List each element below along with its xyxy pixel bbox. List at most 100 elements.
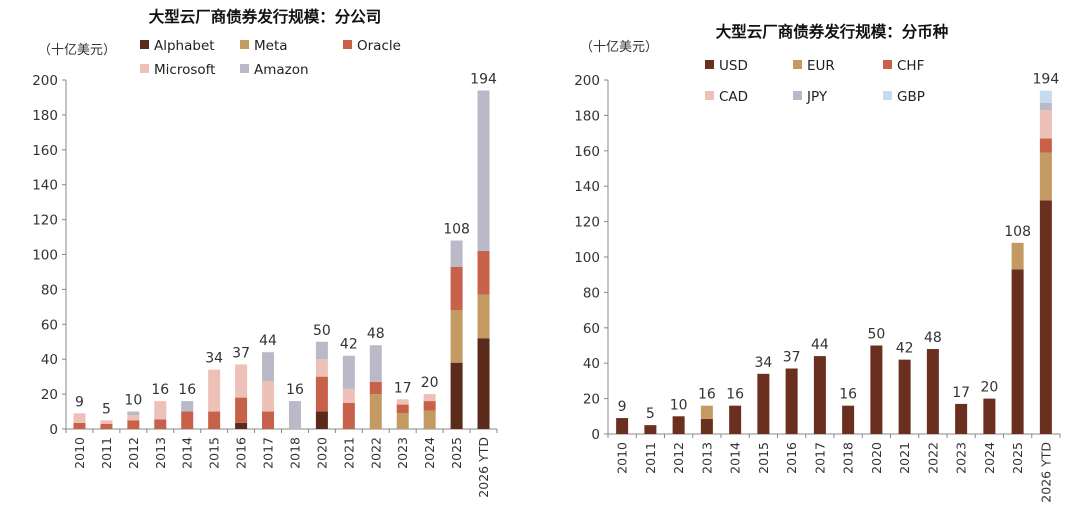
currency-bar-chf: [1039, 138, 1052, 153]
company-bar-meta: [450, 310, 463, 363]
currency-total-label: 37: [783, 350, 801, 366]
company-bar-oracle: [235, 397, 248, 423]
company-bar-amazon: [127, 411, 140, 416]
company-total-label: 5: [102, 401, 111, 417]
company-total-label: 17: [394, 380, 412, 396]
currency-bar-usd: [1039, 200, 1052, 434]
currency-total-label: 16: [839, 387, 857, 403]
currency-bar-usd: [1011, 269, 1024, 434]
company-total-label: 16: [178, 382, 196, 398]
company-bar-amazon: [288, 401, 301, 429]
company-bar-microsoft: [396, 399, 409, 405]
currency-total-label: 17: [952, 385, 970, 401]
company-total-label: 10: [124, 393, 142, 409]
currency-total-label: 16: [698, 387, 716, 403]
company-bar-microsoft: [423, 394, 436, 402]
currency-y-unit-label: （十亿美元）: [580, 40, 658, 55]
currency-y-tick-label: 120: [574, 215, 600, 231]
currency-legend-label-chf: CHF: [897, 58, 924, 74]
currency-chart-title: 大型云厂商债券发行规模：分币种: [716, 22, 949, 41]
currency-x-tick-label: 2010: [615, 442, 630, 474]
company-bar-amazon: [315, 341, 328, 360]
company-bar-amazon: [450, 240, 463, 267]
company-bar-oracle: [127, 420, 140, 429]
company-bar-microsoft: [262, 381, 275, 412]
company-total-label: 16: [151, 382, 169, 398]
company-bar-amazon: [181, 401, 194, 412]
currency-x-tick-label: 2026 YTD: [1038, 442, 1053, 503]
currency-bar-usd: [983, 398, 996, 434]
currency-y-tick-label: 80: [583, 285, 600, 301]
currency-total-label: 34: [754, 355, 772, 371]
currency-total-label: 20: [980, 380, 998, 396]
company-bar-microsoft: [127, 415, 140, 421]
currency-y-tick-label: 60: [583, 321, 600, 337]
company-bar-microsoft: [315, 359, 328, 377]
currency-y-tick-label: 200: [574, 73, 600, 89]
currency-bar-jpy: [1039, 103, 1052, 111]
currency-x-tick-label: 2023: [954, 442, 969, 474]
company-legend-swatch-alphabet: [140, 40, 149, 49]
company-bar-oracle: [181, 411, 194, 429]
company-bar-meta: [396, 413, 409, 429]
company-total-label: 44: [259, 333, 277, 349]
company-bar-oracle: [477, 251, 490, 295]
currency-bar-cad: [1039, 110, 1052, 139]
company-bar-oracle: [450, 266, 463, 311]
company-bar-meta: [423, 410, 436, 429]
currency-legend-swatch-chf: [883, 60, 892, 69]
currency-y-tick-label: 100: [574, 250, 600, 266]
company-y-tick-label: 140: [32, 178, 58, 194]
company-y-tick-label: 120: [32, 213, 58, 229]
company-total-label: 9: [75, 394, 84, 410]
currency-total-label: 50: [867, 327, 885, 343]
currency-bar-usd: [870, 345, 883, 434]
company-bar-oracle: [262, 411, 275, 429]
company-x-tick-label: 2023: [395, 437, 410, 469]
company-total-label: 37: [232, 345, 250, 361]
company-bar-amazon: [369, 345, 382, 382]
currency-x-tick-label: 2014: [728, 442, 743, 474]
company-y-unit-label: （十亿美元）: [38, 43, 116, 58]
company-bar-oracle: [369, 381, 382, 395]
currency-bar-usd: [926, 349, 939, 434]
company-x-tick-label: 2017: [261, 437, 276, 469]
currency-y-tick-label: 40: [583, 356, 600, 372]
company-x-tick-label: 2022: [368, 437, 383, 469]
currency-x-tick-label: 2021: [897, 442, 912, 474]
currency-y-tick-label: 180: [574, 108, 600, 124]
company-bar-alphabet: [315, 411, 328, 429]
currency-legend-label-cad: CAD: [719, 89, 748, 105]
company-x-tick-label: 2021: [341, 437, 356, 469]
company-bar-alphabet: [235, 422, 248, 429]
company-y-tick-label: 80: [41, 282, 58, 298]
currency-bar-eur: [1039, 152, 1052, 201]
company-total-label: 16: [286, 382, 304, 398]
currency-x-tick-label: 2018: [841, 442, 856, 474]
currency-bar-usd: [898, 359, 911, 434]
company-bar-microsoft: [154, 401, 167, 420]
currency-bar-usd: [700, 418, 713, 434]
currency-legend-swatch-gbp: [883, 91, 892, 100]
company-total-label: 42: [340, 337, 358, 353]
company-total-label: 20: [421, 375, 439, 391]
company-x-tick-label: 2015: [207, 437, 222, 469]
currency-x-tick-label: 2015: [756, 442, 771, 474]
company-y-tick-label: 180: [32, 108, 58, 124]
company-bar-oracle: [100, 423, 113, 429]
company-bar-oracle: [342, 402, 355, 429]
company-chart: 大型云厂商债券发行规模：分公司 （十亿美元） 0 20 40 60 80 100 120 140 1…: [32, 7, 498, 498]
currency-bar-usd: [955, 403, 968, 434]
company-legend-swatch-microsoft: [140, 64, 149, 73]
currency-bar-usd: [729, 405, 742, 434]
company-y-tick-label: 60: [41, 317, 58, 333]
company-y-tick-label: 200: [32, 73, 58, 89]
company-legend-label-oracle: Oracle: [357, 38, 401, 54]
currency-x-tick-label: 2016: [784, 442, 799, 474]
company-bar-amazon: [342, 355, 355, 389]
company-legend-label-amazon: Amazon: [254, 62, 309, 78]
currency-x-tick-label: 2013: [699, 442, 714, 474]
currency-legend-label-eur: EUR: [807, 58, 835, 74]
company-legend-swatch-meta: [240, 40, 249, 49]
